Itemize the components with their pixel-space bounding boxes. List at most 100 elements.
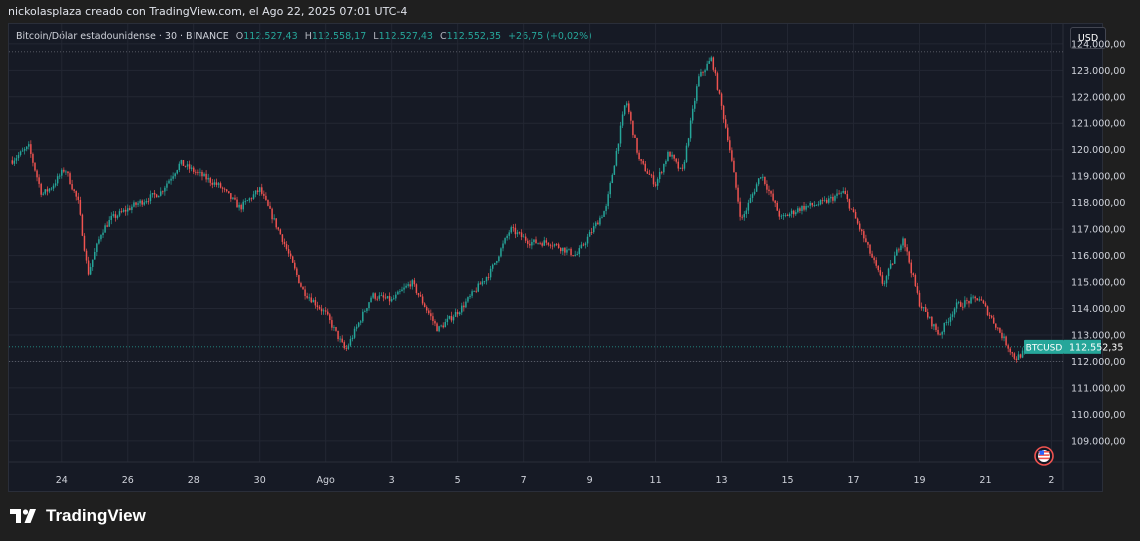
candle-body (73, 189, 75, 191)
candle-body (108, 219, 110, 227)
candle (603, 210, 605, 218)
currency-button[interactable]: USD (1070, 27, 1106, 49)
candle-body (850, 208, 853, 210)
candle-body (673, 154, 675, 159)
candle (308, 293, 310, 302)
candle (823, 196, 826, 203)
candle-body (772, 193, 774, 201)
candle-body (844, 190, 847, 195)
candle-body (953, 308, 956, 315)
candle-body (300, 283, 302, 287)
candle-body (471, 291, 473, 296)
candle (50, 187, 53, 191)
candle-body (281, 234, 284, 242)
candle (392, 295, 395, 300)
x-tick-label: 3 (389, 475, 395, 486)
candle-body (186, 164, 189, 167)
candle (302, 286, 304, 290)
candle-body (661, 171, 663, 173)
candle-body (784, 214, 787, 216)
candle-body (411, 280, 414, 287)
chart-panel[interactable]: Bitcoin/Dólar estadounidense · 30 · BINA… (8, 23, 1106, 492)
candle (23, 147, 26, 155)
candle-body (852, 209, 855, 213)
candle-body (351, 337, 354, 340)
candle (230, 193, 232, 202)
candle (912, 272, 915, 277)
candle (448, 315, 451, 320)
candle-body (157, 195, 160, 198)
candle-body (667, 151, 669, 162)
candle (805, 203, 807, 212)
candle (182, 160, 185, 166)
candle-body (722, 105, 725, 120)
candle-body (197, 172, 199, 173)
candle (865, 234, 867, 243)
candle (405, 283, 407, 289)
candle-body (215, 182, 218, 185)
candle (157, 195, 160, 198)
candle (904, 238, 906, 252)
candle (487, 273, 490, 281)
candle (331, 316, 333, 331)
candle (863, 229, 865, 243)
candle (595, 221, 597, 229)
candle (852, 206, 855, 213)
candle (691, 105, 694, 124)
candle (578, 245, 581, 258)
candle-body (687, 138, 690, 146)
candle (768, 185, 770, 196)
candle-body (110, 215, 113, 220)
y-tick-label: 120.000,00 (1071, 145, 1125, 156)
candle (205, 170, 207, 183)
candle-body (970, 297, 972, 304)
candle-body (184, 165, 187, 167)
candle (131, 204, 133, 214)
candle-body (500, 248, 502, 257)
candle-body (359, 321, 362, 323)
candle (137, 200, 139, 207)
candle-body (916, 286, 919, 293)
candle (310, 293, 313, 304)
candle (757, 178, 760, 187)
candle (471, 289, 473, 299)
candle (213, 179, 216, 188)
candle (25, 146, 28, 152)
candle (687, 137, 690, 148)
candle (999, 327, 1001, 334)
y-tick-label: 119.000,00 (1071, 172, 1125, 183)
us-flag-icon[interactable] (1034, 446, 1054, 466)
candle (1003, 333, 1005, 342)
candle (850, 208, 853, 210)
candle-body (568, 248, 570, 250)
candle (597, 220, 599, 225)
candle (990, 314, 993, 319)
candle (762, 173, 764, 181)
candle-body (823, 199, 826, 201)
candle (407, 281, 409, 288)
candle-body (580, 244, 583, 249)
candle-body (755, 184, 758, 192)
candle-body (710, 57, 713, 61)
candle-body (652, 175, 655, 185)
candle (527, 238, 529, 248)
candle (442, 322, 444, 329)
candle-body (990, 315, 993, 318)
candle (225, 188, 228, 193)
candle-body (456, 311, 459, 315)
candle-body (149, 194, 152, 202)
candle (500, 247, 502, 258)
candle (828, 195, 830, 205)
candle (922, 307, 925, 312)
candle-body (322, 310, 325, 312)
candle-body (314, 300, 317, 306)
candle (739, 197, 741, 221)
candle-body (345, 348, 348, 349)
candle-body (813, 205, 816, 206)
candle-body (388, 296, 391, 302)
candle-body (762, 176, 764, 178)
candle (1021, 347, 1024, 359)
candle-body (341, 338, 343, 343)
candle (1007, 343, 1009, 353)
